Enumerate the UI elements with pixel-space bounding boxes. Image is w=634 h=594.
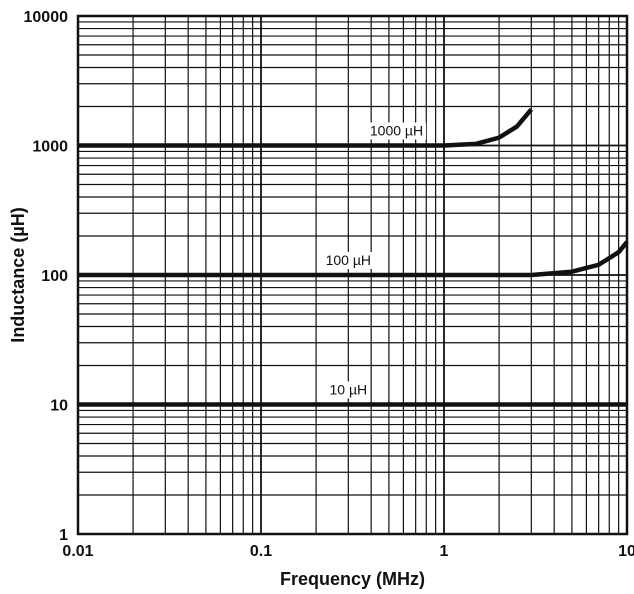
series-label: 1000 µH	[370, 123, 423, 139]
x-axis-ticks: 0.01 0.1 1 10	[62, 543, 634, 560]
x-tick-label: 0.1	[250, 543, 272, 560]
y-tick-label: 10000	[24, 9, 69, 26]
y-tick-label: 10	[50, 398, 68, 415]
x-tick-label: 10	[618, 543, 634, 560]
series-label: 10 µH	[329, 382, 367, 398]
x-tick-label: 0.01	[62, 543, 93, 560]
y-axis-ticks: 1 10 100 1000 10000	[24, 9, 69, 544]
x-axis-title: Frequency (MHz)	[280, 569, 425, 589]
series-label-background	[366, 122, 427, 140]
chart-series-labels: 1000 µH 100 µH 10 µH	[322, 122, 427, 399]
series-label-background	[326, 381, 371, 399]
y-tick-label: 1	[59, 527, 68, 544]
y-tick-label: 1000	[32, 139, 68, 156]
series-line	[78, 240, 629, 278]
y-tick-label: 100	[41, 268, 68, 285]
x-tick-label: 1	[440, 543, 449, 560]
chart-series	[78, 107, 629, 407]
series-label: 100 µH	[326, 252, 371, 268]
y-axis-title: Inductance (µH)	[8, 207, 28, 342]
series-line	[78, 107, 534, 148]
series-label-background	[322, 252, 375, 269]
